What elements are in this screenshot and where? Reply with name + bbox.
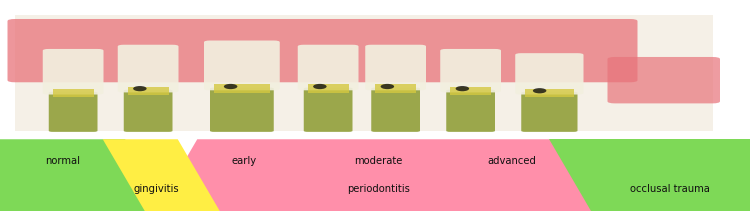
Polygon shape	[103, 139, 220, 211]
Polygon shape	[0, 139, 146, 211]
FancyBboxPatch shape	[440, 49, 501, 92]
Bar	[450, 87, 491, 95]
Ellipse shape	[224, 84, 237, 89]
FancyBboxPatch shape	[204, 41, 280, 90]
Text: advanced: advanced	[487, 156, 536, 166]
FancyBboxPatch shape	[298, 45, 358, 90]
FancyBboxPatch shape	[49, 92, 98, 132]
FancyBboxPatch shape	[446, 90, 495, 132]
Polygon shape	[549, 139, 750, 211]
FancyBboxPatch shape	[124, 90, 172, 132]
Text: normal: normal	[45, 156, 80, 166]
Ellipse shape	[314, 84, 327, 89]
Bar	[308, 84, 349, 93]
Bar	[53, 89, 94, 97]
Text: early: early	[231, 156, 256, 166]
Text: periodontitis: periodontitis	[347, 184, 410, 195]
FancyBboxPatch shape	[608, 57, 720, 103]
Ellipse shape	[532, 88, 546, 93]
Ellipse shape	[455, 86, 470, 91]
FancyBboxPatch shape	[43, 49, 104, 95]
Bar	[0, 0, 750, 139]
Ellipse shape	[134, 86, 147, 91]
FancyBboxPatch shape	[210, 88, 274, 132]
Bar	[525, 89, 574, 97]
FancyBboxPatch shape	[371, 88, 420, 132]
FancyBboxPatch shape	[8, 19, 638, 82]
Bar	[15, 15, 712, 131]
Text: occlusal trauma: occlusal trauma	[630, 184, 710, 195]
Text: gingivitis: gingivitis	[134, 184, 178, 195]
Bar	[128, 87, 169, 95]
Bar	[214, 84, 270, 93]
FancyBboxPatch shape	[515, 53, 584, 95]
FancyBboxPatch shape	[365, 45, 426, 90]
Ellipse shape	[380, 84, 394, 89]
Bar	[375, 84, 416, 93]
FancyBboxPatch shape	[521, 92, 578, 132]
FancyBboxPatch shape	[118, 45, 178, 92]
Text: moderate: moderate	[355, 156, 403, 166]
Polygon shape	[155, 139, 614, 211]
FancyBboxPatch shape	[304, 88, 352, 132]
